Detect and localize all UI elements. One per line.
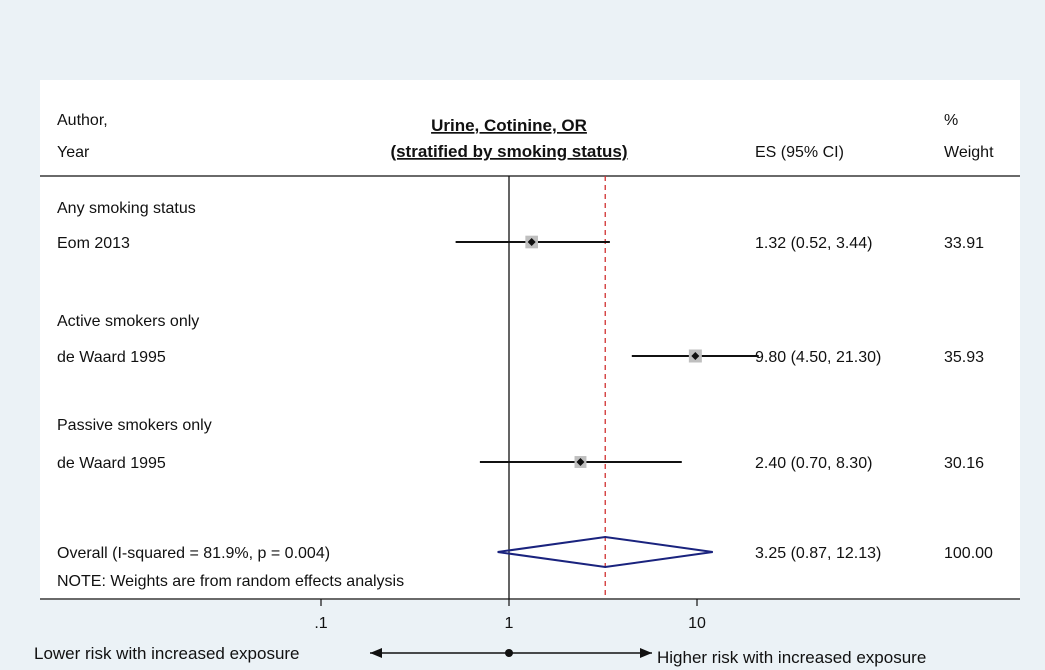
x-tick-label: 10 bbox=[688, 615, 706, 632]
forest-row-2: Active smokers only bbox=[57, 313, 199, 330]
point-estimate-marker bbox=[527, 238, 536, 246]
es-ci-text: 3.25 (0.87, 12.13) bbox=[755, 545, 881, 562]
study-label: Eom 2013 bbox=[57, 235, 130, 252]
weight-text: 33.91 bbox=[944, 235, 984, 252]
es-ci-text: 2.40 (0.70, 8.30) bbox=[755, 455, 872, 472]
right-arrowhead-icon bbox=[640, 648, 652, 658]
overall-diamond bbox=[497, 535, 713, 569]
x-axis-ticks: .1 1 10 bbox=[314, 599, 706, 632]
lower-risk-label: Lower risk with increased exposure bbox=[34, 644, 300, 663]
header-weight-percent: % bbox=[944, 112, 958, 129]
weight-text: 100.00 bbox=[944, 545, 993, 562]
note-text: NOTE: Weights are from random effects an… bbox=[57, 573, 404, 590]
point-estimate-marker bbox=[576, 458, 585, 466]
es-ci-text: 1.32 (0.52, 3.44) bbox=[755, 235, 872, 252]
null-dot-icon bbox=[505, 649, 513, 657]
x-tick-label: .1 bbox=[314, 615, 327, 632]
forest-row-4: Passive smokers only bbox=[57, 417, 212, 434]
forest-row-0: Any smoking status bbox=[57, 200, 196, 217]
point-estimate-marker bbox=[691, 352, 700, 360]
plot-subtitle: (stratified by smoking status) bbox=[390, 142, 627, 161]
subgroup-label: Passive smokers only bbox=[57, 417, 212, 434]
weight-text: 30.16 bbox=[944, 455, 984, 472]
header-group: Author, Year Urine, Cotinine, OR (strati… bbox=[57, 112, 994, 161]
header-es: ES (95% CI) bbox=[755, 144, 844, 161]
weight-text: 35.93 bbox=[944, 349, 984, 366]
plot-title: Urine, Cotinine, OR bbox=[431, 116, 587, 135]
header-author: Author, bbox=[57, 112, 108, 129]
left-arrowhead-icon bbox=[370, 648, 382, 658]
header-weight: Weight bbox=[944, 144, 994, 161]
higher-risk-label: Higher risk with increased exposure bbox=[657, 648, 926, 667]
subgroup-label: Active smokers only bbox=[57, 313, 199, 330]
plot-panel bbox=[40, 80, 1020, 600]
study-label: de Waard 1995 bbox=[57, 455, 166, 472]
forest-row-3: de Waard 1995 9.80 (4.50, 21.30) 35.93 bbox=[57, 349, 984, 366]
study-label: Overall (I-squared = 81.9%, p = 0.004) bbox=[57, 545, 330, 562]
forest-row-6: Overall (I-squared = 81.9%, p = 0.004) 3.… bbox=[57, 535, 993, 569]
x-tick-label: 1 bbox=[505, 615, 514, 632]
rows-group: Any smoking status Eom 2013 1.32 (0.52, 3.… bbox=[57, 176, 993, 599]
forest-row-1: Eom 2013 1.32 (0.52, 3.44) 33.91 bbox=[57, 235, 984, 252]
es-ci-text: 9.80 (4.50, 21.30) bbox=[755, 349, 881, 366]
forest-row-5: de Waard 1995 2.40 (0.70, 8.30) 30.16 bbox=[57, 455, 984, 472]
subgroup-label: Any smoking status bbox=[57, 200, 196, 217]
header-year: Year bbox=[57, 144, 90, 161]
study-label: de Waard 1995 bbox=[57, 349, 166, 366]
